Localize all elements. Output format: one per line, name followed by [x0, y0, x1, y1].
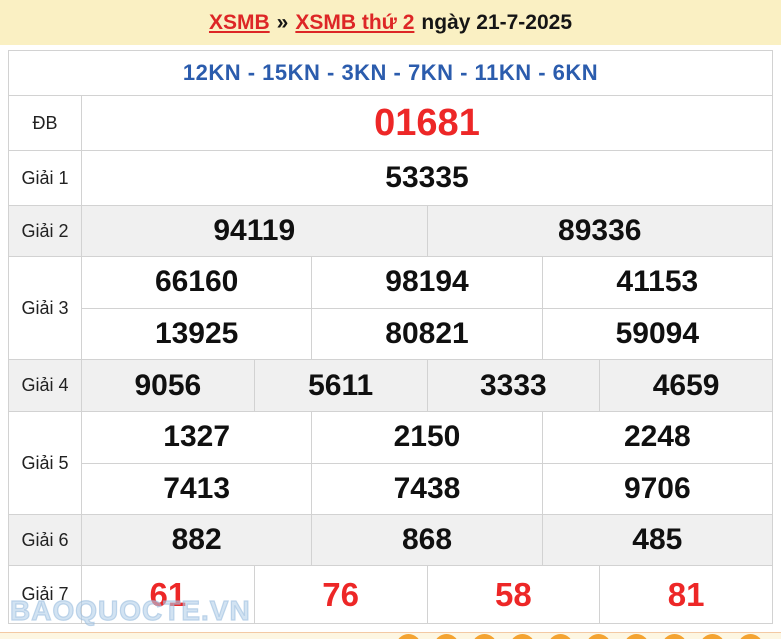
prize-value: 1327 [163, 420, 231, 454]
prize-value: 485 [541, 515, 772, 565]
lotto-ball-icon[interactable] [738, 634, 763, 639]
prize-value: 13925 [154, 316, 239, 350]
lotto-ball-row [396, 634, 763, 639]
row-giai-7: Giải 7 61 76 58 81 [9, 566, 772, 623]
prize-label-g2: Giải 2 [9, 206, 82, 256]
prize-label-db: ĐB [9, 96, 82, 150]
lotto-ball-icon[interactable] [548, 634, 573, 639]
lotto-ball-icon[interactable] [700, 634, 725, 639]
prize-value: 7413 [163, 471, 231, 505]
row-giai-2: Giải 2 94119 89336 [9, 206, 772, 257]
lotto-ball-icon[interactable] [472, 634, 497, 639]
row-giai-1: Giải 1 53335 [9, 151, 772, 206]
prize-value: 76 [253, 566, 427, 623]
prize-value: 98194 [311, 257, 541, 308]
row-giai-3: Giải 3 66160 98194 41153 13925 80821 590… [9, 257, 772, 360]
prize-value: 5611 [253, 360, 427, 411]
prize-value: 61 [149, 575, 187, 613]
prize-label-g3: Giải 3 [9, 257, 82, 359]
lotto-ball-icon[interactable] [396, 634, 421, 639]
prize-value: 89336 [426, 206, 773, 256]
lotto-ball-icon[interactable] [662, 634, 687, 639]
lotto-ball-icon[interactable] [510, 634, 535, 639]
breadcrumb-separator: » [276, 10, 289, 34]
prize-value: 81 [599, 566, 772, 623]
breadcrumb-banner: XSMB » XSMB thứ 2 ngày 21-7-2025 [0, 0, 781, 45]
prize-value: 7438 [311, 463, 541, 514]
prize-value: 2150 [311, 412, 541, 463]
lotto-ball-icon[interactable] [624, 634, 649, 639]
row-giai-5: Giải 5 1327 2150 2248 7413 7438 9706 [9, 412, 772, 515]
prize-value: 66160 [154, 265, 239, 299]
prize-value: 868 [311, 515, 541, 565]
prize-value: 9056 [134, 368, 202, 402]
prize-label-g1: Giải 1 [9, 151, 82, 205]
breadcrumb-link-xsmb-day[interactable]: XSMB thứ 2 [295, 10, 415, 34]
row-giai-4: Giải 4 9056 5611 3333 4659 [9, 360, 772, 412]
lotto-ball-icon[interactable] [434, 634, 459, 639]
prize-label-g4: Giải 4 [9, 360, 82, 411]
prize-value: 41153 [541, 257, 772, 308]
bottom-strip [0, 632, 781, 639]
prize-value: 3333 [426, 360, 600, 411]
breadcrumb-date: ngày 21-7-2025 [421, 10, 573, 34]
prize-label-g5: Giải 5 [9, 412, 82, 514]
prize-value: 58 [426, 566, 600, 623]
prize-value: 2248 [541, 412, 772, 463]
breadcrumb-link-xsmb[interactable]: XSMB [208, 10, 270, 34]
prize-label-g6: Giải 6 [9, 515, 82, 565]
prize-value: 882 [171, 523, 222, 556]
prize-value: 4659 [599, 360, 772, 411]
prize-value: 9706 [541, 463, 772, 514]
kn-subtitle: 12KN - 15KN - 3KN - 7KN - 11KN - 6KN [9, 51, 772, 96]
prize-value: 59094 [541, 308, 772, 359]
prize-value: 94119 [213, 214, 296, 247]
prize-value: 80821 [311, 308, 541, 359]
prize-value: 53335 [385, 161, 469, 194]
prize-value-db: 01681 [374, 101, 480, 144]
results-table: 12KN - 15KN - 3KN - 7KN - 11KN - 6KN ĐB … [8, 50, 773, 624]
row-giai-6: Giải 6 882 868 485 [9, 515, 772, 566]
row-db: ĐB 01681 [9, 96, 772, 151]
lotto-ball-icon[interactable] [586, 634, 611, 639]
prize-label-g7: Giải 7 [9, 566, 82, 623]
